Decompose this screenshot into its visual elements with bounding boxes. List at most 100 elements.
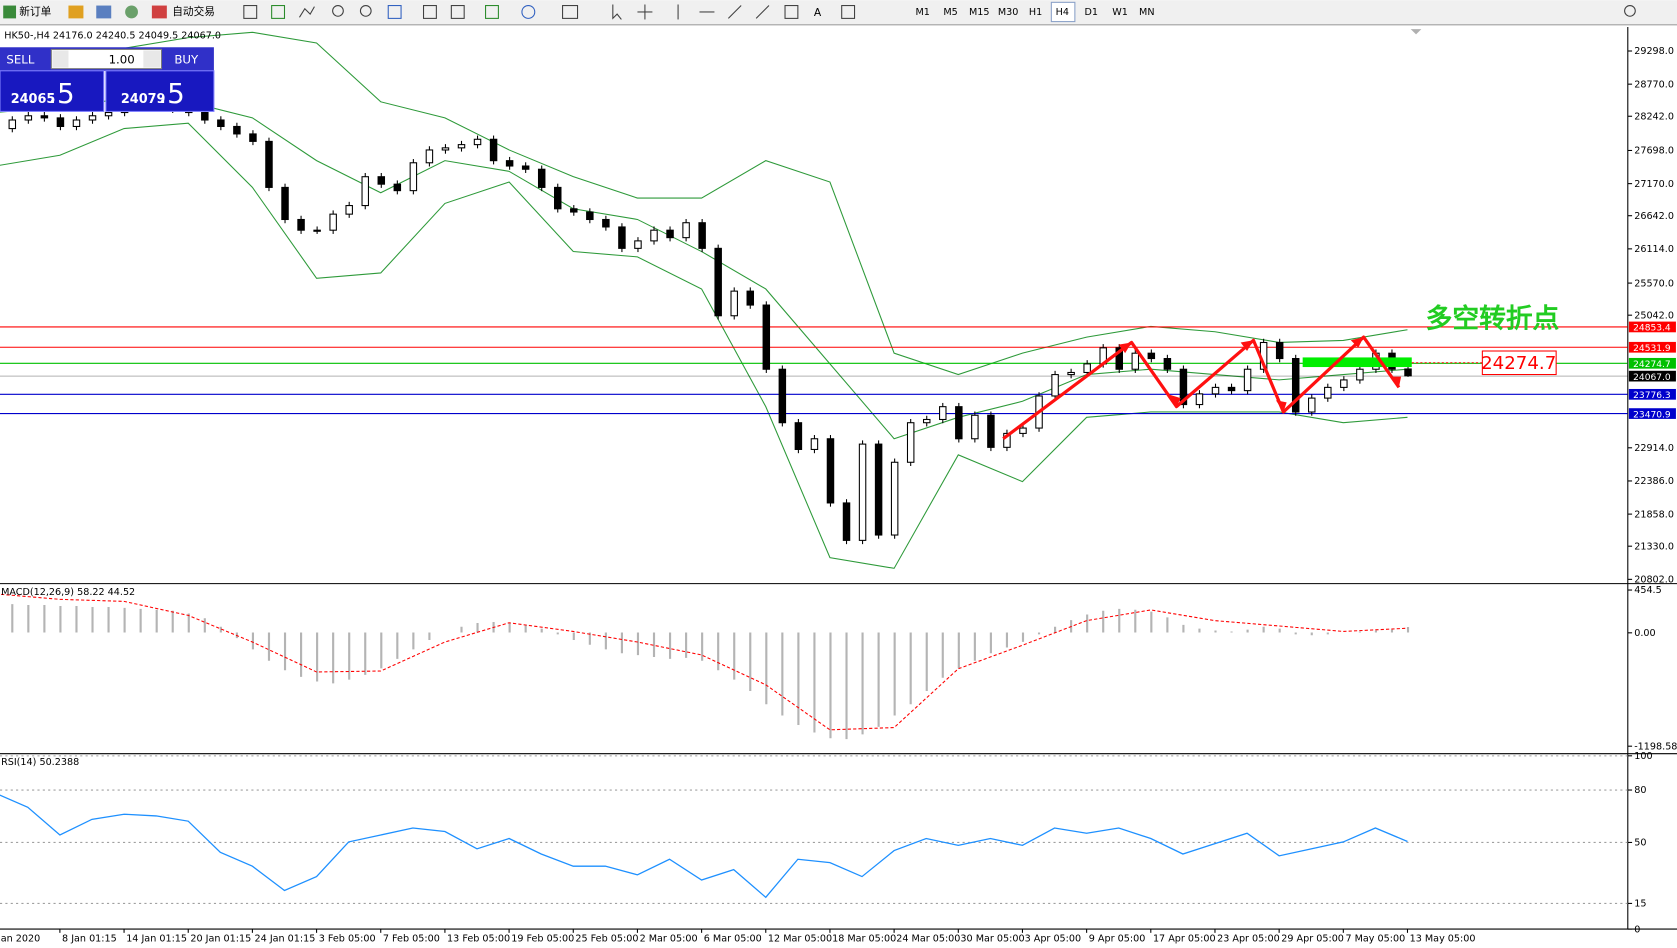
tool-icon[interactable] [562, 5, 579, 19]
candle-body [521, 165, 530, 170]
y-tick-label: 25042.0 [1634, 310, 1674, 321]
candle-body [425, 149, 434, 164]
timeframe[interactable]: D1 [1084, 7, 1098, 18]
auto-trading-icon[interactable] [151, 5, 167, 19]
y-tick-label: 100 [1634, 751, 1652, 762]
buy-price-box[interactable] [105, 70, 215, 112]
x-tick-label: 3 Apr 05:00 [1025, 933, 1082, 944]
y-tick-label: 25570.0 [1634, 278, 1674, 289]
tool-icon[interactable] [450, 5, 465, 19]
timeframe[interactable]: M5 [943, 7, 957, 18]
candle-body [1003, 432, 1011, 448]
timeframe[interactable]: M15 [969, 7, 990, 18]
tool-icon[interactable] [612, 4, 622, 20]
sell-price-box[interactable] [0, 70, 105, 112]
tool-icon[interactable] [784, 5, 799, 19]
x-tick-label: 24 Jan 01:15 [255, 933, 316, 944]
timeframe[interactable]: MN [1139, 7, 1154, 18]
lots[interactable]: 1.00 [109, 52, 135, 66]
new-order-icon[interactable] [3, 5, 17, 19]
candle-body [1404, 368, 1412, 377]
candle-body [922, 418, 931, 424]
y-tick-label: 28242.0 [1634, 111, 1674, 122]
timeframe[interactable]: M30 [998, 7, 1019, 18]
x-tick-label: 30 Mar 05:00 [960, 933, 1024, 944]
candle-body [1163, 358, 1172, 370]
y-tick-label: 22914.0 [1634, 443, 1674, 454]
sell-price[interactable]: 24065 [11, 92, 56, 107]
candle-body [778, 368, 787, 424]
bollinger-upper [0, 31, 1408, 376]
arrow-head [1275, 400, 1287, 412]
candle-body [104, 111, 113, 117]
candle-body [858, 443, 867, 541]
candle-body [201, 111, 209, 121]
buy-price-fraction[interactable]: .5 [158, 77, 185, 110]
candle-body [698, 222, 706, 249]
candle-body [217, 119, 225, 127]
candle-body [361, 176, 369, 207]
bollinger-lower [0, 122, 1408, 569]
tool-icon[interactable] [485, 5, 499, 19]
y-tick-label: 21858.0 [1634, 509, 1674, 520]
candle-body [1019, 427, 1027, 434]
candle-body [1275, 341, 1284, 360]
tool-icon[interactable] [271, 5, 286, 19]
tool-icon[interactable] [125, 5, 138, 19]
tool-icon[interactable] [96, 5, 112, 19]
candle-body [810, 438, 819, 450]
timeframe[interactable]: H1 [1029, 7, 1042, 18]
arrow-head [1170, 394, 1181, 407]
tool-icon[interactable] [387, 5, 402, 19]
timeframe[interactable]: H4 [1056, 7, 1069, 18]
candle-body [505, 160, 514, 167]
y-tick-label: 26642.0 [1634, 211, 1674, 222]
candle-body [40, 115, 49, 119]
tool-icon[interactable] [727, 5, 742, 19]
candle-body [1115, 347, 1123, 370]
buy-price[interactable]: 24079 [121, 92, 166, 107]
tool-icon[interactable] [243, 5, 258, 19]
buy-button[interactable]: BUY [174, 52, 199, 66]
sell-button[interactable]: SELL [6, 52, 34, 66]
x-tick-label: 17 Apr 05:00 [1153, 933, 1216, 944]
text-tool[interactable]: A [814, 6, 822, 19]
candle-body [1147, 352, 1156, 360]
candle-body [906, 422, 915, 463]
y-tick-label: 22386.0 [1634, 476, 1674, 487]
candle-body [1051, 374, 1059, 397]
candle-body [794, 422, 803, 450]
candle-body [1131, 352, 1140, 370]
indicator-title: MACD(12,26,9) 58.22 44.52 [1, 587, 135, 598]
candle-body [1340, 379, 1348, 388]
candle-body [537, 168, 546, 188]
lots-input[interactable] [50, 48, 163, 70]
auto-trading[interactable]: 自动交易 [172, 5, 215, 18]
tool-icon[interactable] [359, 5, 372, 17]
tool-icon[interactable] [332, 5, 344, 17]
tool-icon[interactable] [841, 5, 856, 19]
tool-icon[interactable] [299, 6, 315, 18]
tool-icons [243, 4, 1636, 20]
new-order[interactable]: 新订单 [19, 5, 51, 18]
timeframe[interactable]: W1 [1112, 7, 1128, 18]
candle-body [24, 115, 33, 121]
timeframe[interactable]: M1 [916, 7, 930, 18]
sell-price-fraction[interactable]: .5 [48, 77, 75, 110]
lots-down[interactable] [52, 50, 69, 68]
candle-body [377, 176, 386, 185]
candle-body [714, 247, 722, 317]
candle-body [554, 186, 562, 210]
price-level-label: 24853.4 [1633, 324, 1671, 334]
x-tick-label: 13 Feb 05:00 [447, 933, 510, 944]
search-icon[interactable] [1624, 5, 1636, 17]
tool-icon[interactable] [755, 5, 770, 19]
tool-icon[interactable] [422, 5, 437, 19]
candle-body [1083, 363, 1091, 374]
tool-icon[interactable] [68, 5, 84, 19]
candle-body [890, 461, 899, 536]
y-tick-label: 21330.0 [1634, 541, 1674, 552]
tool-icon[interactable] [521, 5, 536, 19]
candle-body [746, 290, 755, 306]
lots-up[interactable] [143, 50, 161, 68]
